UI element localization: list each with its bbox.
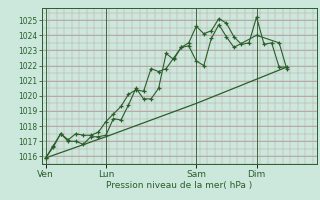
X-axis label: Pression niveau de la mer( hPa ): Pression niveau de la mer( hPa ) [106,181,252,190]
